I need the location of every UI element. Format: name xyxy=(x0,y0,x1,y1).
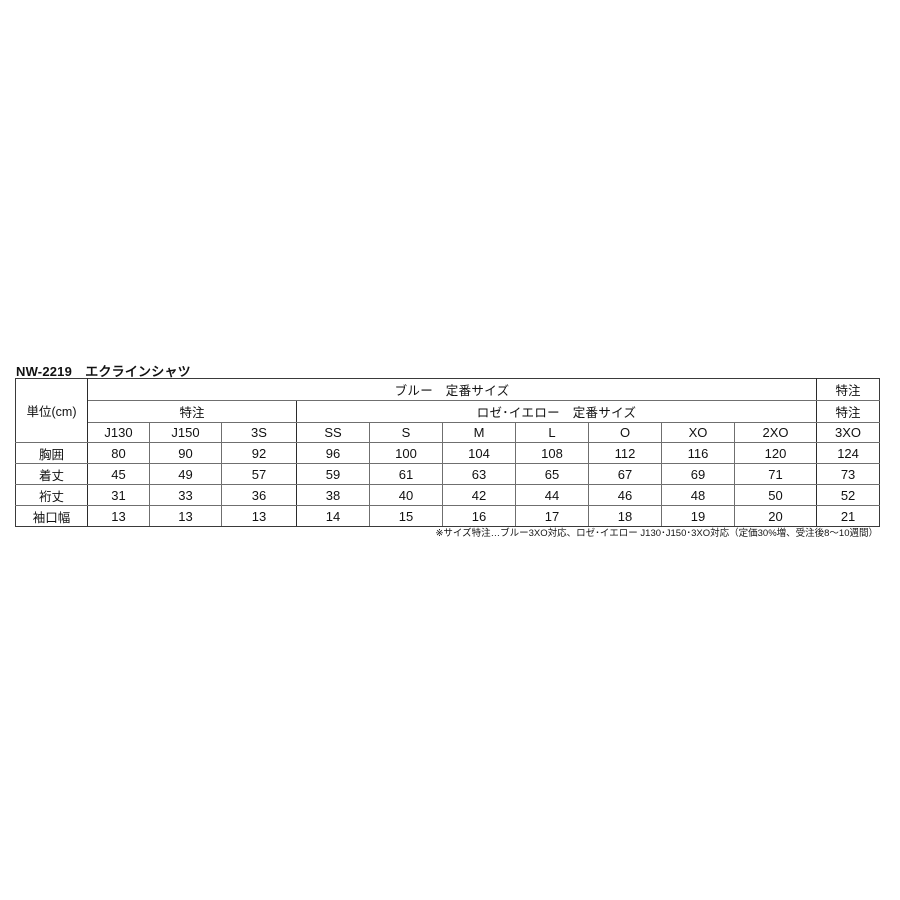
table-row: 袖口幅 13 13 13 14 15 16 17 18 19 20 21 xyxy=(15,505,881,527)
cell-cuff-s: 15 xyxy=(369,505,443,527)
cell-sleeve-j150: 33 xyxy=(149,484,222,506)
cell-bust-2xo: 120 xyxy=(733,442,818,464)
cell-cuff-3xo: 21 xyxy=(816,505,881,527)
group-label-blue: ブルー 定番サイズ xyxy=(86,378,818,401)
cell-bust-m: 104 xyxy=(442,442,516,464)
size-special-order-footnote: ※サイズ特注…ブルー3XO対応、ロゼ･イエロー J130･J150･3XO対応（… xyxy=(435,528,878,539)
group-label-rose-yellow: ロゼ･イエロー 定番サイズ xyxy=(295,400,818,423)
cell-length-m: 63 xyxy=(442,463,516,485)
header-row-sizes: J130 J150 3S SS S M L O XO 2XO 3XO xyxy=(15,422,881,443)
unit-label-cell: 単位(cm) xyxy=(15,378,88,443)
size-header-l: L xyxy=(515,422,589,443)
size-header-xo: XO xyxy=(661,422,735,443)
size-header-m: M xyxy=(442,422,516,443)
cell-bust-3xo: 124 xyxy=(816,442,881,464)
size-table-container: 単位(cm) ブルー 定番サイズ 特注 特注 ロゼ･イエロー 定番サイズ 特注 … xyxy=(15,378,881,527)
cell-bust-j150: 90 xyxy=(149,442,222,464)
cell-bust-3s: 92 xyxy=(221,442,297,464)
cell-cuff-l: 17 xyxy=(515,505,589,527)
table-row: 着丈 45 49 57 59 61 63 65 67 69 71 73 xyxy=(15,463,881,485)
group-label-special-order-left: 特注 xyxy=(87,400,297,423)
cell-length-2xo: 71 xyxy=(733,463,818,485)
cell-sleeve-s: 40 xyxy=(369,484,443,506)
cell-length-3s: 57 xyxy=(221,463,297,485)
page-title: NW-2219 エクラインシャツ xyxy=(16,364,191,379)
cell-bust-o: 112 xyxy=(588,442,662,464)
group-label-special-order-top: 特注 xyxy=(816,378,881,401)
row-label-cuff-width: 袖口幅 xyxy=(15,505,88,527)
cell-length-o: 67 xyxy=(588,463,662,485)
size-header-2xo: 2XO xyxy=(733,422,818,443)
cell-sleeve-m: 42 xyxy=(442,484,516,506)
table-row: 裄丈 31 33 36 38 40 42 44 46 48 50 52 xyxy=(15,484,881,506)
cell-sleeve-j130: 31 xyxy=(87,484,150,506)
cell-bust-l: 108 xyxy=(515,442,589,464)
cell-cuff-o: 18 xyxy=(588,505,662,527)
size-header-j130: J130 xyxy=(87,422,150,443)
cell-cuff-j150: 13 xyxy=(149,505,222,527)
size-header-j150: J150 xyxy=(149,422,222,443)
cell-length-xo: 69 xyxy=(661,463,735,485)
cell-bust-s: 100 xyxy=(369,442,443,464)
cell-sleeve-3xo: 52 xyxy=(816,484,881,506)
cell-cuff-xo: 19 xyxy=(661,505,735,527)
cell-length-ss: 59 xyxy=(296,463,370,485)
cell-length-j150: 49 xyxy=(149,463,222,485)
size-header-ss: SS xyxy=(296,422,370,443)
group-label-special-order-right: 特注 xyxy=(816,400,881,423)
cell-length-3xo: 73 xyxy=(816,463,881,485)
cell-length-j130: 45 xyxy=(87,463,150,485)
cell-length-l: 65 xyxy=(515,463,589,485)
cell-cuff-2xo: 20 xyxy=(733,505,818,527)
cell-length-s: 61 xyxy=(369,463,443,485)
cell-cuff-m: 16 xyxy=(442,505,516,527)
row-label-sleeve-length: 裄丈 xyxy=(15,484,88,506)
cell-sleeve-xo: 48 xyxy=(661,484,735,506)
size-header-3s: 3S xyxy=(221,422,297,443)
cell-bust-xo: 116 xyxy=(661,442,735,464)
cell-bust-j130: 80 xyxy=(87,442,150,464)
header-row-brand: 単位(cm) ブルー 定番サイズ 特注 xyxy=(15,378,881,443)
cell-cuff-j130: 13 xyxy=(87,505,150,527)
cell-sleeve-2xo: 50 xyxy=(733,484,818,506)
cell-sleeve-o: 46 xyxy=(588,484,662,506)
size-header-s: S xyxy=(369,422,443,443)
cell-cuff-ss: 14 xyxy=(296,505,370,527)
cell-cuff-3s: 13 xyxy=(221,505,297,527)
cell-sleeve-ss: 38 xyxy=(296,484,370,506)
size-header-3xo: 3XO xyxy=(816,422,881,443)
row-label-length: 着丈 xyxy=(15,463,88,485)
cell-sleeve-3s: 36 xyxy=(221,484,297,506)
header-row-series: 特注 ロゼ･イエロー 定番サイズ 特注 xyxy=(16,400,881,423)
row-label-bust: 胸囲 xyxy=(15,442,88,464)
size-chart-table: 単位(cm) ブルー 定番サイズ 特注 特注 ロゼ･イエロー 定番サイズ 特注 … xyxy=(15,378,881,527)
cell-sleeve-l: 44 xyxy=(515,484,589,506)
size-header-o: O xyxy=(588,422,662,443)
table-row: 胸囲 80 90 92 96 100 104 108 112 116 120 1… xyxy=(15,442,881,464)
cell-bust-ss: 96 xyxy=(296,442,370,464)
